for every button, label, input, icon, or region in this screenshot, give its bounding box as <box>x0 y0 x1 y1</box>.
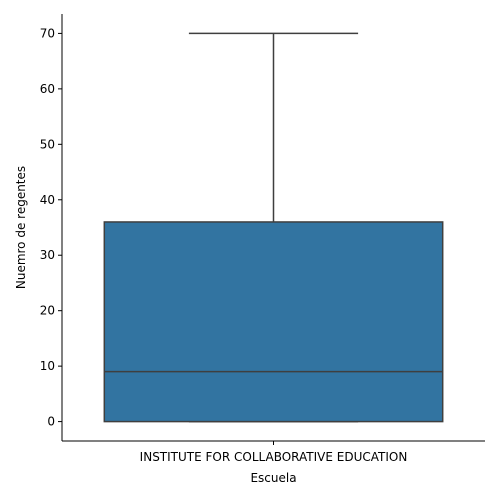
plot-marks <box>103 32 444 423</box>
iqr-box <box>103 221 444 423</box>
y-tick-label: 30 <box>40 248 55 262</box>
y-tick-label: 20 <box>40 304 55 318</box>
y-tick-label: 40 <box>40 193 55 207</box>
y-tick-label: 70 <box>40 26 55 40</box>
x-axis-label: Escuela <box>250 471 296 485</box>
y-tick-label: 0 <box>47 415 55 429</box>
x-axis-ticks: INSTITUTE FOR COLLABORATIVE EDUCATION <box>140 441 408 464</box>
y-axis-label: Nuemro de regentes <box>14 166 28 289</box>
y-tick-label: 50 <box>40 137 55 151</box>
y-tick-label: 10 <box>40 359 55 373</box>
y-axis-ticks: 0 10 20 30 40 50 60 70 <box>40 26 62 429</box>
y-tick-label: 60 <box>40 82 55 96</box>
box-group <box>103 32 444 423</box>
x-tick-label: INSTITUTE FOR COLLABORATIVE EDUCATION <box>140 450 408 464</box>
